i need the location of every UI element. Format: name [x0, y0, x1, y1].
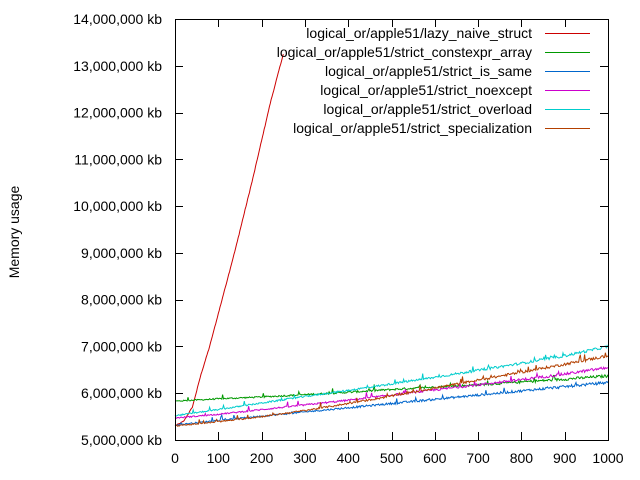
y-tick-label: 13,000,000 kb — [73, 58, 162, 74]
y-tick-label: 5,000,000 kb — [81, 432, 162, 448]
y-tick-label: 8,000,000 kb — [81, 292, 162, 308]
series-line-6 — [174, 352, 609, 427]
x-tick-label: 900 — [553, 450, 577, 466]
series-line-1 — [174, 53, 284, 427]
legend-label: logical_or/apple51/strict_specialization — [293, 120, 532, 136]
y-tick-label: 14,000,000 kb — [73, 11, 162, 27]
y-tick-labels: 5,000,000 kb 6,000,000 kb 7,000,000 kb 8,00… — [73, 11, 162, 448]
series-line-4 — [174, 366, 609, 419]
y-axis-label: Memory usage — [6, 185, 22, 278]
legend-label: logical_or/apple51/strict_noexcept — [320, 82, 532, 98]
series-layer — [174, 53, 609, 427]
x-tick-label: 700 — [466, 450, 490, 466]
y-tick-label: 6,000,000 kb — [81, 385, 162, 401]
y-tick-label: 12,000,000 kb — [73, 105, 162, 121]
x-tick-label: 200 — [250, 450, 274, 466]
x-tick-label: 600 — [423, 450, 447, 466]
x-tick-label: 1000 — [592, 450, 623, 466]
y-tick-label: 10,000,000 kb — [73, 198, 162, 214]
legend-label: logical_or/apple51/lazy_naive_struct — [306, 25, 532, 41]
x-tick-label: 500 — [380, 450, 404, 466]
x-tick-label: 800 — [510, 450, 534, 466]
y-tick-label: 11,000,000 kb — [74, 151, 162, 167]
x-tick-label: 100 — [207, 450, 231, 466]
tick-layer — [175, 19, 609, 441]
legend: logical_or/apple51/lazy_naive_structlogi… — [277, 25, 590, 136]
x-tick-label: 400 — [337, 450, 361, 466]
x-tick-labels: 0 100 200 300 400 500 600 700 800 900 1000 — [171, 450, 624, 466]
legend-label: logical_or/apple51/strict_is_same — [325, 63, 532, 79]
x-tick-label: 300 — [293, 450, 317, 466]
x-tick-label: 0 — [171, 450, 179, 466]
series-line-2 — [174, 373, 609, 402]
y-tick-label: 9,000,000 kb — [81, 245, 162, 261]
series-line-5 — [174, 344, 609, 417]
y-tick-label: 7,000,000 kb — [81, 338, 162, 354]
legend-label: logical_or/apple51/strict_overload — [323, 101, 532, 117]
legend-label: logical_or/apple51/strict_constexpr_arra… — [277, 44, 532, 60]
